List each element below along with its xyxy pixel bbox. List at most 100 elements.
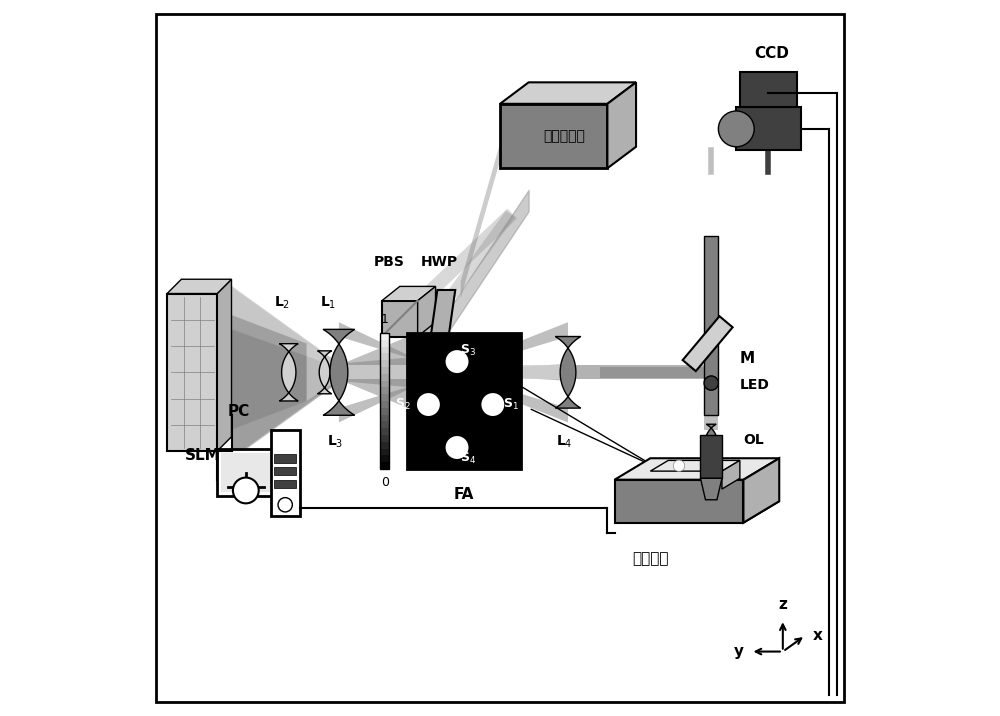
Circle shape — [444, 368, 453, 377]
Text: OL: OL — [743, 433, 764, 448]
Polygon shape — [217, 279, 232, 451]
Bar — [380, 442, 389, 448]
Bar — [380, 333, 389, 469]
Bar — [500, 104, 607, 168]
Text: PBS: PBS — [374, 254, 404, 268]
Polygon shape — [600, 367, 708, 378]
Circle shape — [278, 498, 292, 512]
Text: S$_1$: S$_1$ — [503, 397, 519, 412]
Bar — [380, 387, 389, 394]
Polygon shape — [700, 478, 722, 500]
Bar — [380, 347, 389, 354]
Text: M: M — [740, 351, 755, 365]
Bar — [380, 448, 389, 455]
Polygon shape — [722, 460, 740, 489]
Text: LED: LED — [740, 378, 770, 392]
Text: 1: 1 — [381, 313, 389, 326]
Bar — [704, 236, 718, 415]
Circle shape — [440, 364, 457, 381]
Polygon shape — [446, 364, 568, 381]
Polygon shape — [430, 290, 455, 340]
Bar — [380, 401, 389, 408]
Text: HWP: HWP — [421, 254, 458, 268]
Bar — [221, 453, 271, 493]
Text: L$_1$: L$_1$ — [320, 295, 336, 311]
Polygon shape — [607, 82, 636, 168]
Bar — [407, 333, 521, 469]
Polygon shape — [461, 143, 500, 299]
Circle shape — [704, 376, 718, 390]
Bar — [380, 428, 389, 435]
Polygon shape — [232, 286, 339, 458]
Polygon shape — [339, 322, 443, 422]
Polygon shape — [382, 286, 436, 301]
Bar — [380, 463, 389, 469]
Bar — [380, 415, 389, 421]
Polygon shape — [232, 315, 307, 430]
Polygon shape — [704, 351, 718, 430]
Text: S$_2$: S$_2$ — [395, 397, 411, 412]
Circle shape — [417, 393, 440, 416]
Text: CCD: CCD — [755, 46, 790, 61]
Circle shape — [446, 436, 468, 459]
Polygon shape — [568, 365, 708, 379]
Polygon shape — [418, 286, 436, 337]
Bar — [167, 294, 217, 451]
Circle shape — [718, 111, 754, 147]
FancyArrow shape — [707, 462, 716, 503]
Text: SLM: SLM — [185, 448, 221, 463]
Polygon shape — [615, 480, 743, 523]
Bar — [380, 360, 389, 367]
Bar — [380, 435, 389, 442]
Text: L$_4$: L$_4$ — [556, 433, 573, 450]
Bar — [380, 333, 389, 340]
Circle shape — [233, 478, 259, 503]
Text: L$_2$: L$_2$ — [274, 295, 290, 311]
Bar — [271, 430, 300, 516]
Polygon shape — [279, 344, 298, 401]
Bar — [380, 408, 389, 415]
Text: 飞秒激光器: 飞秒激光器 — [544, 129, 585, 143]
Polygon shape — [167, 279, 232, 294]
Polygon shape — [323, 329, 355, 415]
Polygon shape — [339, 365, 568, 372]
Polygon shape — [650, 460, 740, 471]
Text: FA: FA — [454, 487, 474, 502]
Polygon shape — [307, 344, 339, 401]
Polygon shape — [339, 373, 568, 422]
Bar — [274, 454, 296, 463]
Polygon shape — [615, 501, 779, 523]
Bar — [382, 301, 418, 337]
Polygon shape — [339, 354, 443, 390]
Text: S$_4$: S$_4$ — [460, 450, 476, 466]
Bar — [700, 435, 722, 478]
Bar — [380, 381, 389, 387]
Bar — [274, 467, 296, 475]
Bar — [736, 107, 801, 150]
Bar — [380, 340, 389, 347]
Polygon shape — [339, 322, 568, 372]
Text: PC: PC — [228, 404, 250, 419]
Bar — [274, 480, 296, 488]
Bar — [217, 450, 274, 496]
Polygon shape — [555, 337, 581, 408]
Bar — [740, 72, 797, 107]
Polygon shape — [318, 351, 332, 394]
Bar — [380, 421, 389, 428]
Bar — [380, 394, 389, 401]
Polygon shape — [615, 458, 779, 480]
Bar — [380, 455, 389, 463]
Polygon shape — [705, 424, 718, 464]
Polygon shape — [683, 316, 733, 371]
Polygon shape — [743, 458, 779, 523]
Polygon shape — [339, 372, 568, 379]
Circle shape — [673, 460, 685, 472]
Text: 运动平台: 运动平台 — [632, 551, 669, 566]
Bar — [380, 367, 389, 374]
Circle shape — [481, 393, 504, 416]
Text: y: y — [733, 644, 743, 659]
Text: x: x — [813, 628, 822, 643]
Text: z: z — [778, 597, 787, 612]
Polygon shape — [500, 82, 636, 104]
Bar — [380, 374, 389, 381]
